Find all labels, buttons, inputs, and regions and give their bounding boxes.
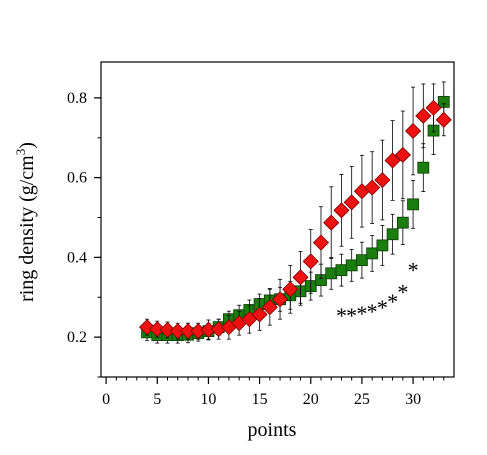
data-point [345,259,358,272]
significance-asterisk: * [397,279,408,304]
data-point [417,161,430,174]
x-tick-label: 20 [303,391,319,408]
data-point [292,269,309,286]
data-point [407,198,419,211]
data-point [251,306,268,323]
y-tick-label: 0.4 [67,249,87,266]
data-point [405,122,422,140]
y-axis-title-suffix: ) [16,142,38,149]
data-point [435,111,452,128]
significance-asterisk: * [387,289,398,314]
significance-asterisk: * [346,303,357,328]
diamond-series [138,83,452,341]
x-tick-label: 30 [405,391,421,408]
significance-asterisk: * [408,257,419,282]
y-axis-title-superscript: 3 [13,149,28,156]
data-point [302,253,319,270]
series-layer [138,81,452,344]
data-point [415,107,432,124]
data-point [333,202,350,219]
data-point [312,234,330,251]
y-axis-title-main: ring density (g/cm [16,155,38,302]
data-point [366,247,379,260]
y-tick-label: 0.6 [67,170,87,187]
data-point [325,267,338,280]
y-axis-title: ring density (g/cm3) [13,142,38,302]
x-tick-label: 10 [200,391,216,408]
x-tick-label: 5 [153,391,161,408]
x-axis-title: points [248,419,297,441]
x-tick-label: 15 [252,391,268,408]
x-tick-label: 0 [102,391,110,408]
y-tick-label: 0.8 [67,90,87,107]
data-point [343,194,360,211]
significance-asterisk: * [336,303,347,328]
y-tick-label: 0.2 [67,329,87,346]
data-point [138,319,156,336]
data-point [356,254,368,267]
significance-asterisk: * [377,295,388,320]
data-point [335,264,348,277]
data-point [425,99,442,116]
x-axis: 0 5 10 15 20 25 30 [102,377,445,408]
data-point [376,239,389,252]
data-point [374,171,391,189]
data-point [323,214,340,231]
x-tick-label: 25 [354,391,370,408]
significance-asterisk: * [356,301,367,326]
y-axis: 0.2 0.4 0.6 0.8 [67,90,101,378]
data-point [271,291,289,308]
data-point [394,146,411,163]
data-point [282,281,299,298]
data-point [386,228,399,241]
significance-markers: * * * * * * ** [336,257,419,328]
data-point [364,179,381,196]
data-point [396,216,409,229]
significance-asterisk: * [367,299,378,324]
data-point [149,321,166,338]
data-point [261,299,278,316]
data-point [384,152,401,169]
data-point [159,321,176,339]
